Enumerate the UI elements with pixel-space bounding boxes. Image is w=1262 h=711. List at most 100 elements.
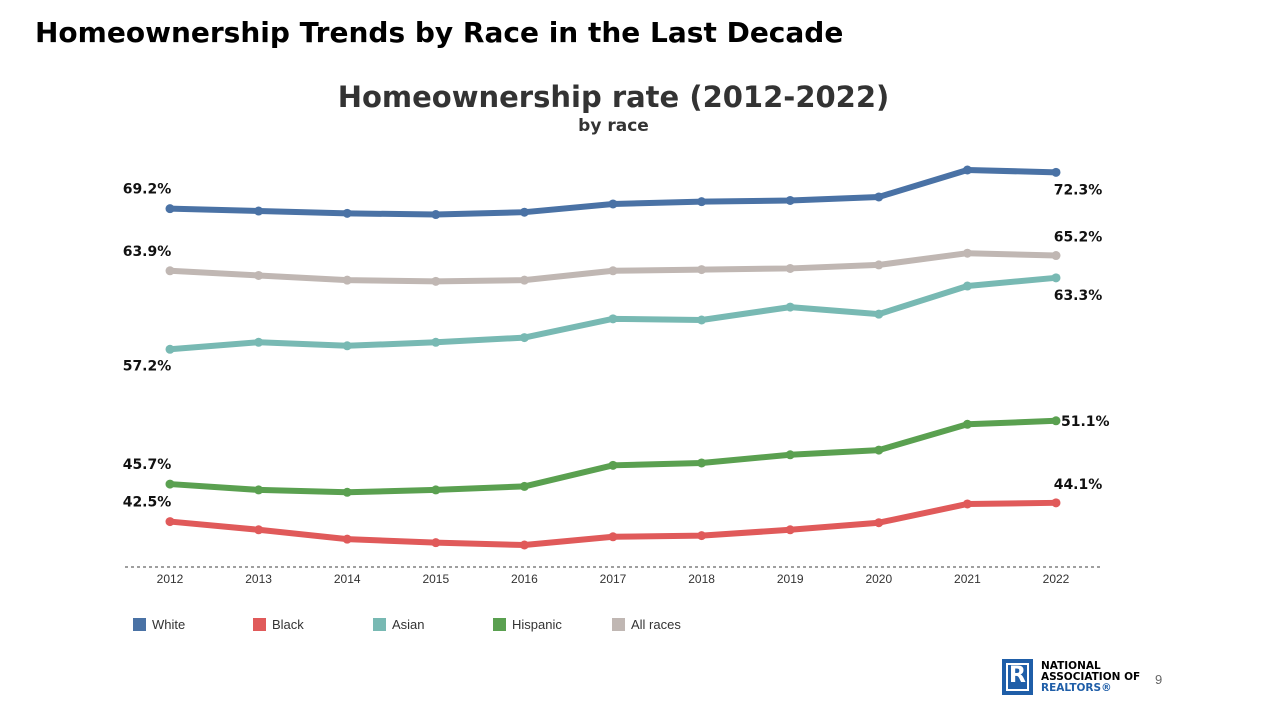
data-label: 57.2% [123,358,172,374]
data-point [697,458,707,468]
data-point [697,265,707,275]
data-point [254,485,264,495]
data-point [1051,167,1061,177]
legend-item-white: White [133,617,185,632]
series-line-asian [167,274,1059,353]
data-point [1051,498,1061,508]
data-label: 65.2% [1054,230,1103,246]
data-point [608,266,618,276]
legend-item-all-races: All races [612,617,681,632]
data-point [431,485,441,495]
chart-title: Homeownership rate (2012-2022) [337,80,890,114]
data-point [874,518,884,528]
data-label: 42.5% [123,495,172,511]
data-point [254,206,264,216]
x-tick-label: 2014 [334,572,361,586]
legend-label: Asian [392,617,425,632]
x-tick-label: 2016 [511,572,538,586]
data-point [1051,273,1061,283]
x-tick-label: 2015 [422,572,449,586]
legend-label: White [152,617,186,632]
data-point [874,260,884,270]
legend-swatch [373,618,386,631]
data-point [519,275,529,285]
data-point [519,207,529,217]
data-point [874,192,884,202]
data-point [608,460,618,470]
data-point [165,344,175,354]
x-tick-label: 2013 [245,572,272,586]
legend-item-hispanic: Hispanic [493,617,562,632]
data-point [342,487,352,497]
chart-subtitle: by race [578,116,649,136]
data-point [697,531,707,541]
data-point [165,204,175,214]
data-point [785,450,795,460]
data-label: 45.7% [123,457,172,473]
data-point [165,479,175,489]
data-point [608,199,618,209]
data-point [785,302,795,312]
legend-swatch [253,618,266,631]
realtor-r-icon: R [1002,659,1033,695]
x-tick-label: 2017 [600,572,627,586]
data-point [962,281,972,291]
data-point [608,532,618,542]
data-point [785,263,795,273]
data-point [608,314,618,324]
data-point [254,337,264,347]
legend-swatch [493,618,506,631]
data-point [165,266,175,276]
data-point [697,197,707,207]
data-point [431,210,441,220]
x-tick-label: 2018 [688,572,715,586]
data-point [874,309,884,319]
data-point [962,499,972,509]
nar-logo: R NATIONAL ASSOCIATION OF REALTORS® [1002,659,1140,695]
data-label: 51.1% [1061,414,1110,430]
data-point [697,315,707,325]
data-point [874,445,884,455]
data-point [785,525,795,535]
data-point [962,248,972,258]
legend-swatch [133,618,146,631]
data-label: 69.2% [123,182,172,198]
legend-label: Hispanic [512,617,562,632]
data-point [519,540,529,550]
data-point [962,165,972,175]
data-label: 44.1% [1054,477,1103,493]
data-point [254,270,264,280]
data-point [342,208,352,218]
data-label: 72.3% [1054,182,1103,198]
x-tick-label: 2020 [865,572,892,586]
x-tick-label: 2021 [954,572,981,586]
data-point [342,534,352,544]
series-line-hispanic [167,417,1059,496]
page-number: 9 [1155,672,1163,687]
x-tick-label: 2019 [777,572,804,586]
data-point [165,517,175,527]
data-point [431,276,441,286]
legend-swatch [612,618,625,631]
x-tick-label: 2012 [157,572,184,586]
data-point [1051,416,1061,426]
data-label: 63.9% [123,244,172,260]
data-point [519,333,529,343]
slide-title: Homeownership Trends by Race in the Last… [35,16,844,49]
legend-label: All races [631,617,681,632]
legend-label: Black [272,617,304,632]
data-point [962,419,972,429]
data-point [431,337,441,347]
data-point [254,525,264,535]
data-point [342,341,352,351]
data-point [1051,251,1061,261]
data-point [785,195,795,205]
data-point [519,481,529,491]
x-tick-label: 2022 [1043,572,1070,586]
data-point [342,275,352,285]
logo-text: NATIONAL ASSOCIATION OF REALTORS® [1041,659,1141,694]
legend-item-asian: Asian [373,617,425,632]
legend-item-black: Black [253,617,304,632]
data-point [431,538,441,548]
